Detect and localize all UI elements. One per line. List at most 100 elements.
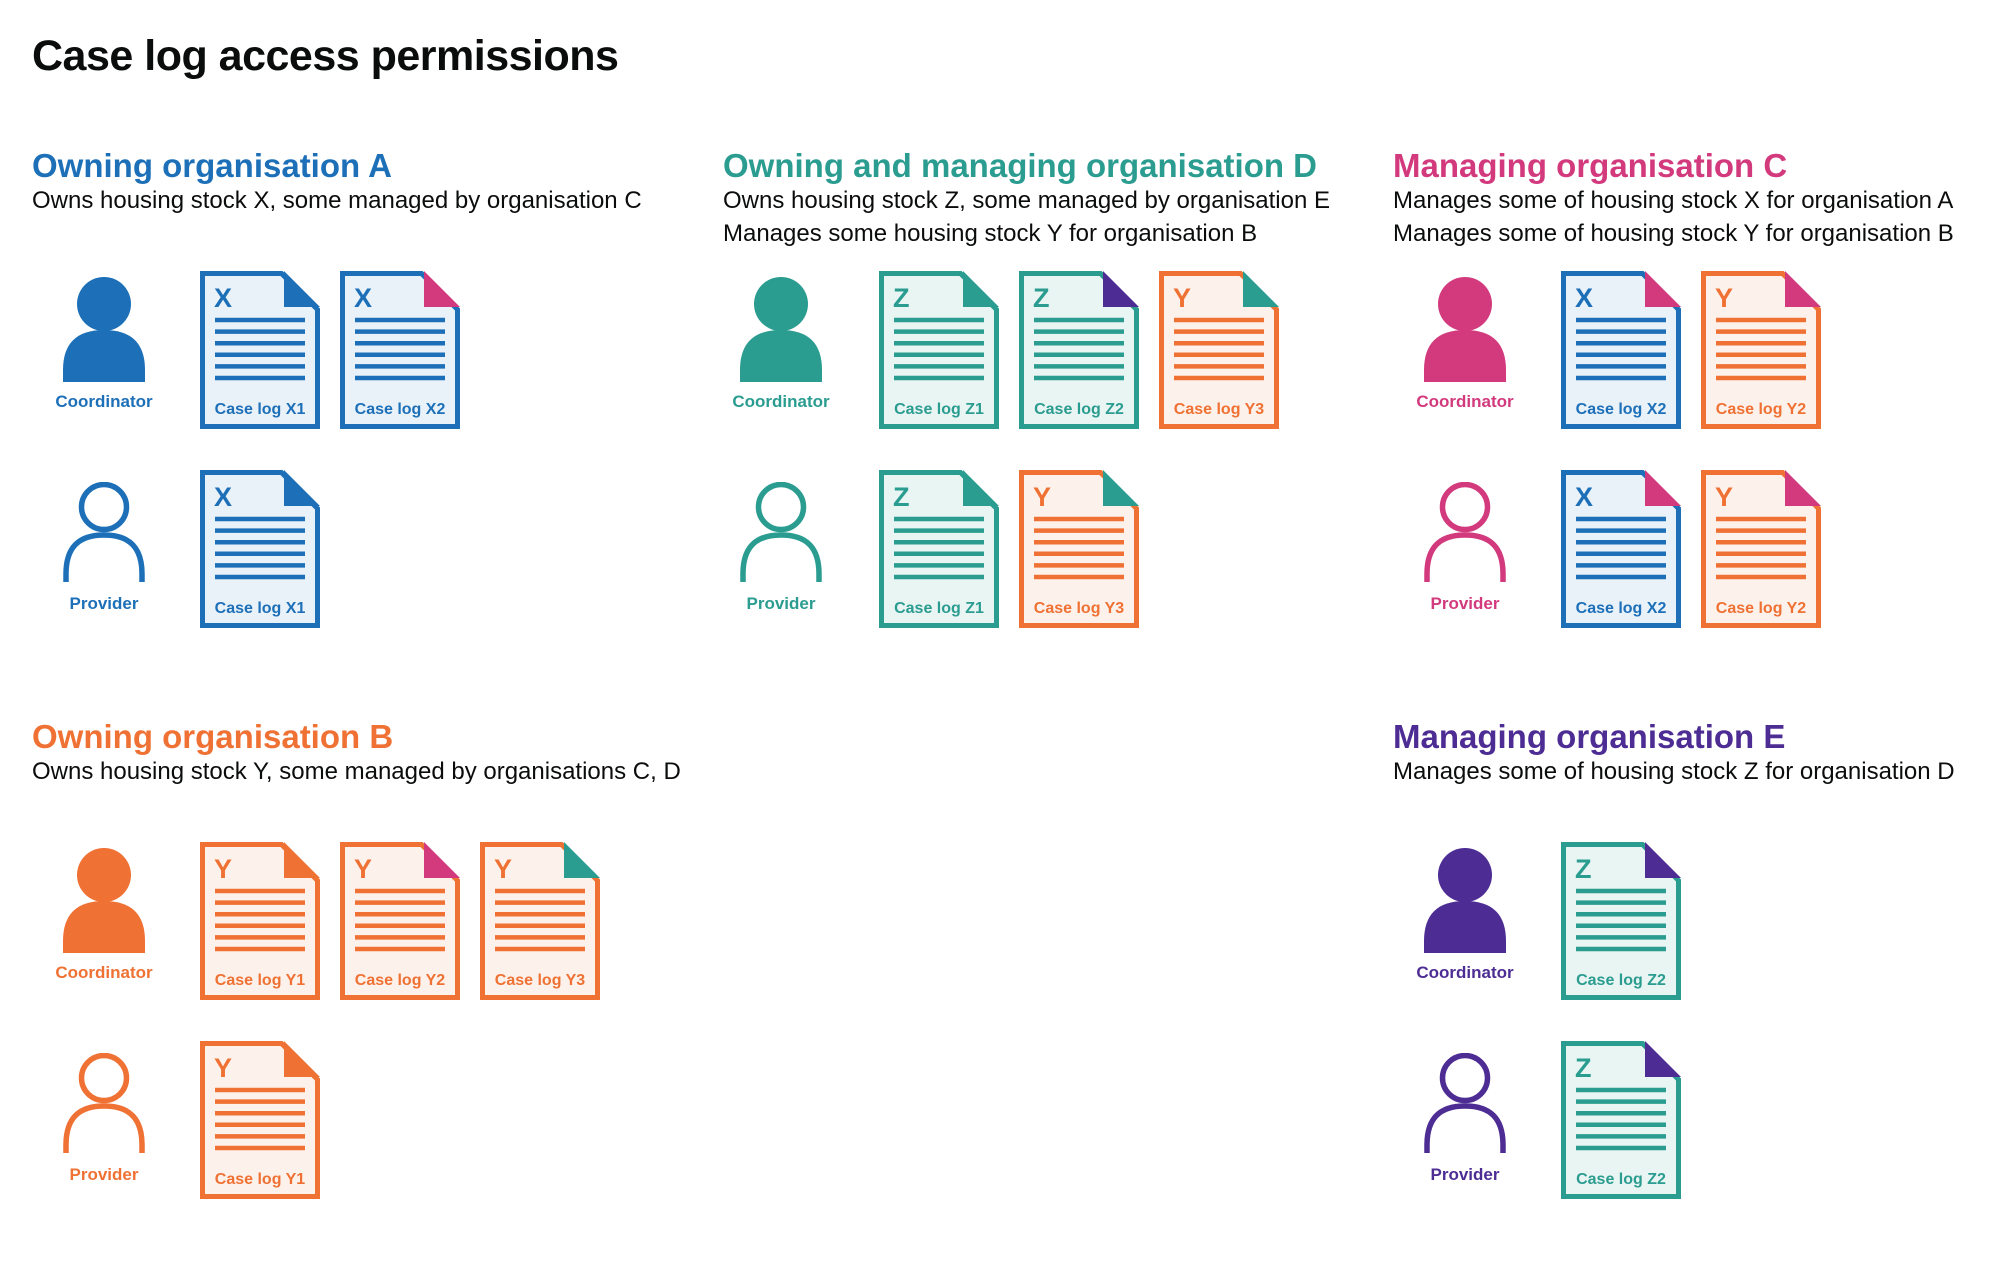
role-label: Provider (746, 594, 816, 613)
section-description-line: Manages some housing stock Y for organis… (723, 220, 1258, 247)
person-filled-wrapper (1424, 848, 1506, 953)
section-description-line: Manages some of housing stock X for orga… (1393, 187, 1954, 214)
doc-label: Case log Z2 (1034, 401, 1124, 418)
folded-corner-icon (284, 470, 320, 506)
person-outline-wrapper (63, 1052, 145, 1153)
folded-corner-icon (1645, 470, 1681, 506)
doc-label: Case log Z1 (894, 600, 984, 617)
document-icon: Z Case log Z2 (1561, 1041, 1681, 1199)
case-log-doc: X Case log X2 (1561, 470, 1681, 628)
doc-label: Case log Y2 (1716, 401, 1807, 418)
doc-label: Case log Y2 (1716, 600, 1807, 617)
document-icon: Z Case log Z1 (879, 271, 999, 429)
document-icon: Y Case log Y3 (1159, 271, 1279, 429)
doc-letter: X (1575, 482, 1593, 512)
role-label: Provider (69, 1165, 139, 1184)
section-title: Managing organisation C (1393, 147, 1788, 184)
case-log-doc: X Case log X1 (200, 470, 320, 628)
section-description-line: Manages some of housing stock Y for orga… (1393, 220, 1954, 247)
folded-corner-icon (284, 271, 320, 307)
folded-corner-icon (1103, 271, 1139, 307)
case-log-doc: Y Case log Y3 (480, 842, 600, 1000)
doc-label: Case log Y2 (355, 972, 446, 989)
role-label: Provider (1430, 594, 1500, 613)
person-outline-wrapper (1424, 481, 1506, 582)
case-log-doc: Y Case log Y3 (1159, 271, 1279, 429)
person-filled-wrapper (1424, 277, 1506, 382)
doc-letter: Y (1033, 482, 1051, 512)
folded-corner-icon (1645, 271, 1681, 307)
document-icon: Z Case log Z2 (1561, 842, 1681, 1000)
person-outline-wrapper (740, 481, 822, 582)
folded-corner-icon (424, 842, 460, 878)
role-label: Coordinator (1416, 963, 1514, 982)
person-filled-icon (1424, 277, 1506, 382)
case-log-doc: Y Case log Y1 (200, 1041, 320, 1199)
section-description: Manages some of housing stock Z for orga… (1393, 755, 1955, 788)
folded-corner-icon (564, 842, 600, 878)
doc-letter: Y (1715, 283, 1733, 313)
folded-corner-icon (424, 271, 460, 307)
case-log-doc: Z Case log Z1 (879, 271, 999, 429)
doc-letter: X (214, 283, 232, 313)
document-icon: X Case log X2 (1561, 271, 1681, 429)
doc-letter: Y (1715, 482, 1733, 512)
role-label: Coordinator (1416, 392, 1514, 411)
section-description: Owns housing stock Y, some managed by or… (32, 755, 681, 788)
document-icon: X Case log X2 (1561, 470, 1681, 628)
section-description: Manages some of housing stock X for orga… (1393, 184, 1954, 250)
folded-corner-icon (1243, 271, 1279, 307)
doc-label: Case log Y3 (1174, 401, 1265, 418)
folded-corner-icon (1103, 470, 1139, 506)
section-description: Owns housing stock Z, some managed by or… (723, 184, 1330, 250)
person-outline-icon (63, 481, 145, 582)
case-log-doc: Z Case log Z2 (1561, 842, 1681, 1000)
doc-letter: Z (1575, 1053, 1592, 1083)
folded-corner-icon (963, 470, 999, 506)
case-log-doc: Y Case log Y1 (200, 842, 320, 1000)
doc-letter: Z (893, 283, 910, 313)
case-log-doc: Z Case log Z1 (879, 470, 999, 628)
case-log-doc: Z Case log Z2 (1019, 271, 1139, 429)
person-filled-icon (1424, 848, 1506, 953)
section-title: Owning organisation B (32, 718, 394, 755)
doc-letter: Y (214, 1053, 232, 1083)
folded-corner-icon (284, 1041, 320, 1077)
folded-corner-icon (1645, 842, 1681, 878)
doc-label: Case log Z2 (1576, 1171, 1666, 1188)
doc-label: Case log X2 (1576, 401, 1667, 418)
document-icon: Y Case log Y1 (200, 1041, 320, 1199)
case-log-doc: Y Case log Y2 (340, 842, 460, 1000)
document-icon: Z Case log Z1 (879, 470, 999, 628)
case-log-doc: X Case log X1 (200, 271, 320, 429)
section-description-line: Owns housing stock X, some managed by or… (32, 187, 642, 214)
doc-label: Case log X1 (215, 600, 306, 617)
doc-label: Case log Y1 (215, 972, 306, 989)
person-filled-icon (63, 848, 145, 953)
role-label: Provider (1430, 1165, 1500, 1184)
document-icon: Y Case log Y1 (200, 842, 320, 1000)
person-outline-icon (63, 1052, 145, 1153)
doc-label: Case log Y1 (215, 1171, 306, 1188)
doc-letter: X (1575, 283, 1593, 313)
folded-corner-icon (1785, 470, 1821, 506)
document-icon: Y Case log Y3 (1019, 470, 1139, 628)
person-outline-icon (1424, 1052, 1506, 1153)
case-log-doc: Z Case log Z2 (1561, 1041, 1681, 1199)
folded-corner-icon (963, 271, 999, 307)
document-icon: Y Case log Y2 (340, 842, 460, 1000)
doc-label: Case log Z2 (1576, 972, 1666, 989)
doc-letter: Y (1173, 283, 1191, 313)
page-title: Case log access permissions (32, 32, 619, 80)
document-icon: Y Case log Y2 (1701, 470, 1821, 628)
section-description-line: Manages some of housing stock Z for orga… (1393, 758, 1955, 785)
case-log-doc: X Case log X2 (340, 271, 460, 429)
doc-letter: Z (893, 482, 910, 512)
case-log-doc: Y Case log Y3 (1019, 470, 1139, 628)
doc-label: Case log Y3 (495, 972, 586, 989)
doc-letter: Y (214, 854, 232, 884)
section-description-line: Owns housing stock Z, some managed by or… (723, 187, 1330, 214)
folded-corner-icon (1645, 1041, 1681, 1077)
role-label: Provider (69, 594, 139, 613)
